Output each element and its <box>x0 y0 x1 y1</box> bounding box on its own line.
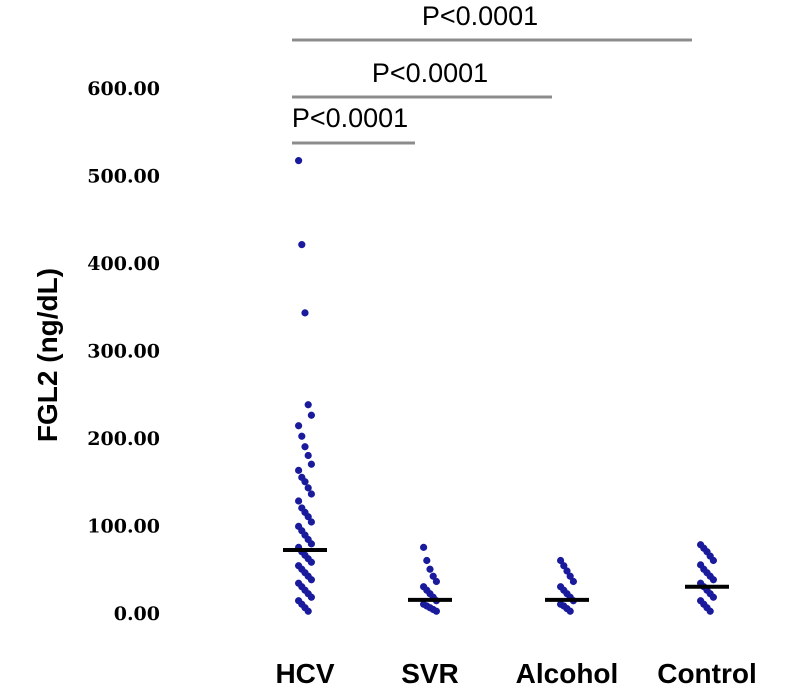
data-point <box>566 572 574 580</box>
y-tick-label: 200.00 <box>87 428 160 450</box>
data-point <box>304 451 312 460</box>
y-axis: 0.00 100.00 200.00 300.00 400.00 500.00 600.00 <box>87 78 160 625</box>
data-point <box>429 572 437 580</box>
x-axis-labels: HCV SVR Alcohol Control <box>275 658 756 689</box>
data-point <box>709 576 718 584</box>
x-category-label: Alcohol <box>516 658 619 689</box>
data-point <box>307 576 315 584</box>
y-tick-label: 100.00 <box>87 516 160 538</box>
data-point <box>563 567 571 575</box>
data-point <box>560 562 568 570</box>
y-tick-label: 400.00 <box>87 253 160 275</box>
data-point <box>307 540 315 548</box>
data-point <box>307 558 315 566</box>
y-tick-label: 500.00 <box>87 166 160 188</box>
data-point <box>298 432 306 440</box>
median-lines <box>283 548 729 602</box>
data-point <box>304 607 312 615</box>
data-point <box>307 411 315 419</box>
data-point <box>557 556 565 565</box>
y-tick-label: 600.00 <box>87 78 160 100</box>
y-tick-label: 300.00 <box>87 341 160 363</box>
data-point <box>307 593 315 601</box>
data-point <box>569 577 578 586</box>
data-points <box>295 157 718 615</box>
p-value-label: P<0.0001 <box>372 58 488 88</box>
data-point <box>304 484 312 492</box>
p-value-label: P<0.0001 <box>422 1 538 31</box>
data-point <box>307 518 315 526</box>
data-point <box>307 460 315 468</box>
x-category-label: SVR <box>401 658 459 689</box>
data-point <box>307 490 315 498</box>
data-point <box>298 241 306 249</box>
data-point <box>301 443 309 451</box>
y-axis-title: FGL2 (ng/dL) <box>32 268 63 442</box>
data-point <box>426 565 434 573</box>
data-point <box>420 543 428 551</box>
data-point <box>432 607 440 615</box>
x-category-label: HCV <box>275 658 334 689</box>
data-point <box>709 556 718 565</box>
x-category-label: Control <box>657 658 757 689</box>
data-point <box>295 157 303 165</box>
data-point <box>432 577 440 586</box>
data-point <box>295 497 303 505</box>
data-point <box>423 556 431 565</box>
data-point <box>304 513 312 521</box>
significance-brackets: P<0.0001 P<0.0001 P<0.0001 <box>292 1 692 145</box>
data-point <box>304 401 312 409</box>
data-point <box>706 607 714 615</box>
data-point <box>709 593 718 601</box>
data-point <box>295 466 303 474</box>
data-point <box>566 607 574 615</box>
data-point <box>301 309 309 317</box>
data-point <box>295 422 303 430</box>
p-value-label: P<0.0001 <box>292 103 408 133</box>
data-point <box>301 478 309 486</box>
y-tick-label: 0.00 <box>114 603 160 625</box>
